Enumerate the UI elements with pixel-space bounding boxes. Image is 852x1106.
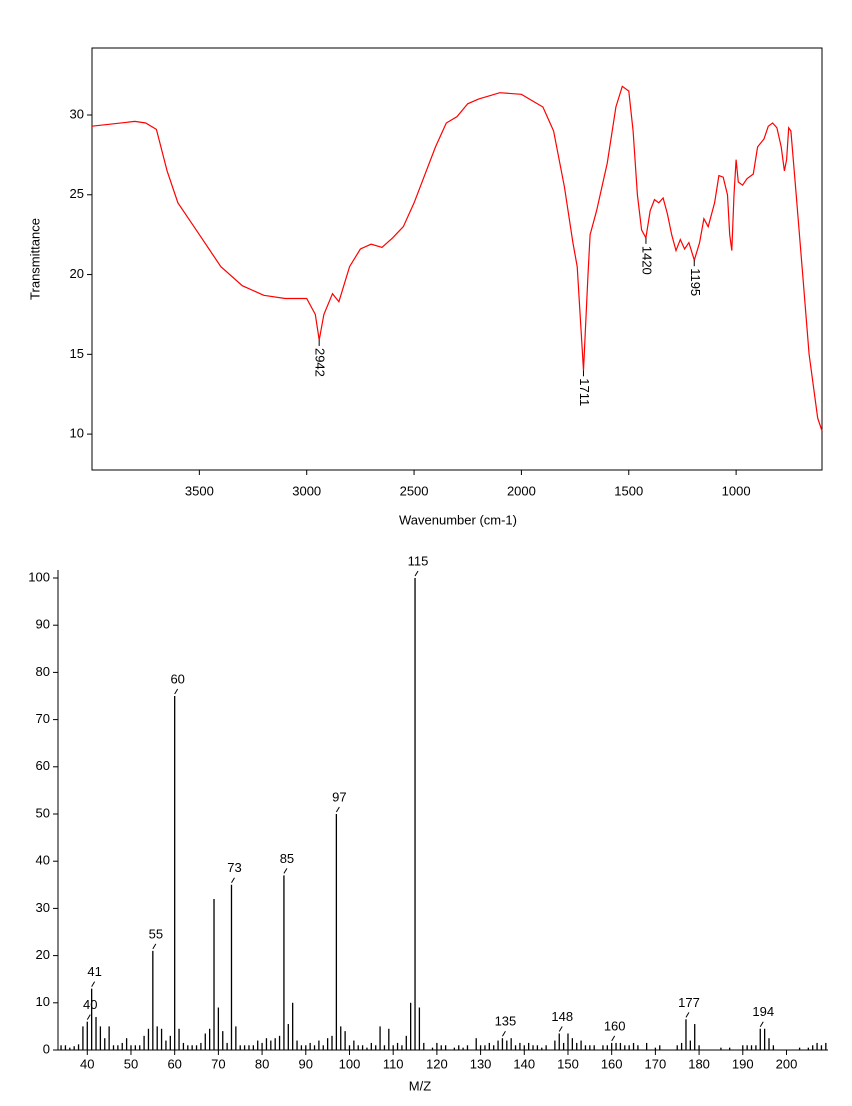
x-tick-label: 3000 — [292, 483, 321, 498]
peak-label: 115 — [408, 553, 429, 568]
x-tick-label: 70 — [211, 1056, 225, 1071]
x-tick-label: 150 — [557, 1056, 579, 1071]
plot-frame — [91, 47, 823, 471]
label-leader — [414, 570, 419, 577]
x-tick-label: 120 — [426, 1056, 448, 1071]
label-leader — [558, 1026, 563, 1032]
peak-label: 55 — [149, 926, 163, 941]
x-axis-label: M/Z — [409, 1078, 431, 1093]
x-tick-label: 3500 — [185, 483, 214, 498]
x-tick-label: 170 — [645, 1056, 667, 1071]
peak-label: 194 — [752, 1004, 774, 1019]
peak-label: 1195 — [688, 268, 703, 296]
peak-label: 160 — [604, 1018, 626, 1033]
y-tick-label: 60 — [36, 758, 50, 773]
peak-label: 148 — [551, 1009, 573, 1024]
y-tick-label: 30 — [70, 106, 84, 121]
x-tick-label: 50 — [124, 1056, 138, 1071]
y-tick-label: 90 — [36, 617, 50, 632]
x-tick-label: 90 — [299, 1056, 313, 1071]
y-tick-label: 10 — [36, 994, 50, 1009]
label-leader — [283, 868, 288, 874]
x-tick-label: 110 — [383, 1056, 404, 1071]
peak-label: 41 — [87, 964, 101, 979]
spectrum-line — [91, 85, 823, 432]
peak-label: 1420 — [640, 246, 655, 275]
peak-label: 1711 — [577, 378, 592, 406]
y-tick-label: 80 — [36, 664, 50, 679]
x-tick-label: 140 — [513, 1056, 535, 1071]
x-tick-label: 80 — [255, 1056, 269, 1071]
label-leader — [759, 1021, 764, 1028]
x-tick-label: 60 — [167, 1056, 181, 1071]
x-tick-label: 2000 — [507, 483, 536, 498]
label-leader — [152, 943, 157, 950]
x-tick-label: 190 — [732, 1056, 754, 1071]
label-leader — [231, 877, 235, 884]
peak-label: 85 — [280, 851, 294, 866]
peak-label: 135 — [495, 1014, 517, 1029]
peak-label: 97 — [332, 789, 346, 804]
peak-label: 177 — [678, 995, 700, 1010]
x-axis-label: Wavenumber (cm-1) — [399, 512, 517, 527]
label-leader — [502, 1030, 506, 1037]
y-axis-label: Transmittance — [27, 218, 42, 300]
x-tick-label: 130 — [470, 1056, 492, 1071]
y-tick-label: 15 — [70, 346, 84, 361]
label-leader — [86, 1014, 91, 1020]
y-tick-label: 30 — [36, 900, 50, 915]
peak-label: 60 — [170, 671, 184, 686]
y-tick-label: 0 — [43, 1041, 50, 1056]
y-tick-label: 10 — [70, 426, 84, 441]
label-leader — [611, 1035, 616, 1042]
y-tick-label: 25 — [70, 186, 84, 201]
y-tick-label: 100 — [28, 569, 50, 584]
label-leader — [685, 1012, 690, 1018]
x-tick-label: 40 — [80, 1056, 94, 1071]
x-tick-label: 200 — [776, 1056, 798, 1071]
label-leader — [174, 688, 179, 695]
y-tick-label: 40 — [36, 853, 50, 868]
y-tick-label: 70 — [36, 711, 50, 726]
x-tick-label: 1000 — [722, 483, 751, 498]
x-tick-label: 180 — [688, 1056, 710, 1071]
x-tick-label: 2500 — [400, 483, 429, 498]
peak-label: 73 — [227, 860, 241, 875]
label-leader — [91, 981, 96, 987]
y-tick-label: 20 — [36, 947, 50, 962]
y-tick-label: 50 — [36, 805, 50, 820]
x-tick-label: 100 — [339, 1056, 361, 1071]
x-tick-label: 160 — [601, 1056, 623, 1071]
label-leader — [335, 806, 340, 813]
y-tick-label: 20 — [70, 266, 84, 281]
x-tick-label: 1500 — [614, 483, 643, 498]
peak-label: 40 — [83, 997, 97, 1012]
peak-label: 2942 — [313, 348, 328, 377]
